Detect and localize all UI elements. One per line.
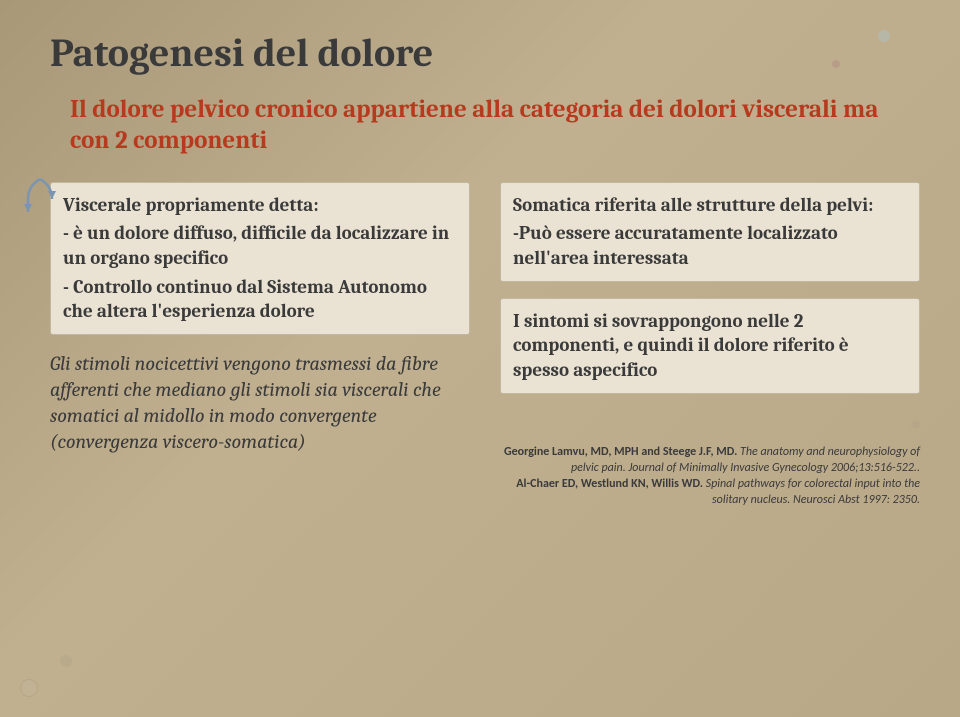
box-line: - è un dolore diffuso, difficile da loca… (63, 221, 457, 270)
right-box-sintomi: I sintomi si sovrappongono nelle 2 compo… (500, 298, 920, 394)
slide-title: Patogenesi del dolore (50, 30, 920, 76)
ref-text: Spinal pathways for colorectal input int… (703, 477, 920, 507)
decor-circle (878, 30, 890, 42)
left-body-text: Gli stimoli nocicettivi vengono trasmess… (50, 351, 470, 455)
reference-line: Al-Chaer ED, Westlund KN, Willis WD. Spi… (500, 476, 920, 508)
decor-circle (60, 655, 72, 667)
box-line: -Può essere accuratamente localizzato ne… (513, 221, 907, 270)
branch-arrow-icon (20, 174, 60, 224)
right-box-somatica: Somatica riferita alle strutture della p… (500, 182, 920, 282)
decor-circle (100, 678, 109, 687)
ref-author: Al-Chaer ED, Westlund KN, Willis WD. (516, 477, 703, 491)
slide-subtitle: Il dolore pelvico cronico appartiene all… (50, 94, 920, 157)
left-column: Viscerale propriamente detta: - è un dol… (50, 182, 470, 509)
box-line: - Controllo continuo dal Sistema Autonom… (63, 275, 457, 324)
reference-line: Georgine Lamvu, MD, MPH and Steege J.F, … (500, 444, 920, 476)
decor-circle (20, 679, 38, 697)
decor-circle (832, 60, 840, 68)
right-column: Somatica riferita alle strutture della p… (500, 182, 920, 509)
columns: Viscerale propriamente detta: - è un dol… (50, 182, 920, 509)
box-line: Somatica riferita alle strutture della p… (513, 193, 907, 218)
ref-author: Georgine Lamvu, MD, MPH and Steege J.F, … (504, 445, 737, 459)
left-box-viscerale: Viscerale propriamente detta: - è un dol… (50, 182, 470, 335)
box-line: Viscerale propriamente detta: (63, 193, 457, 218)
references: Georgine Lamvu, MD, MPH and Steege J.F, … (500, 444, 920, 509)
slide: Patogenesi del dolore Il dolore pelvico … (0, 0, 960, 717)
